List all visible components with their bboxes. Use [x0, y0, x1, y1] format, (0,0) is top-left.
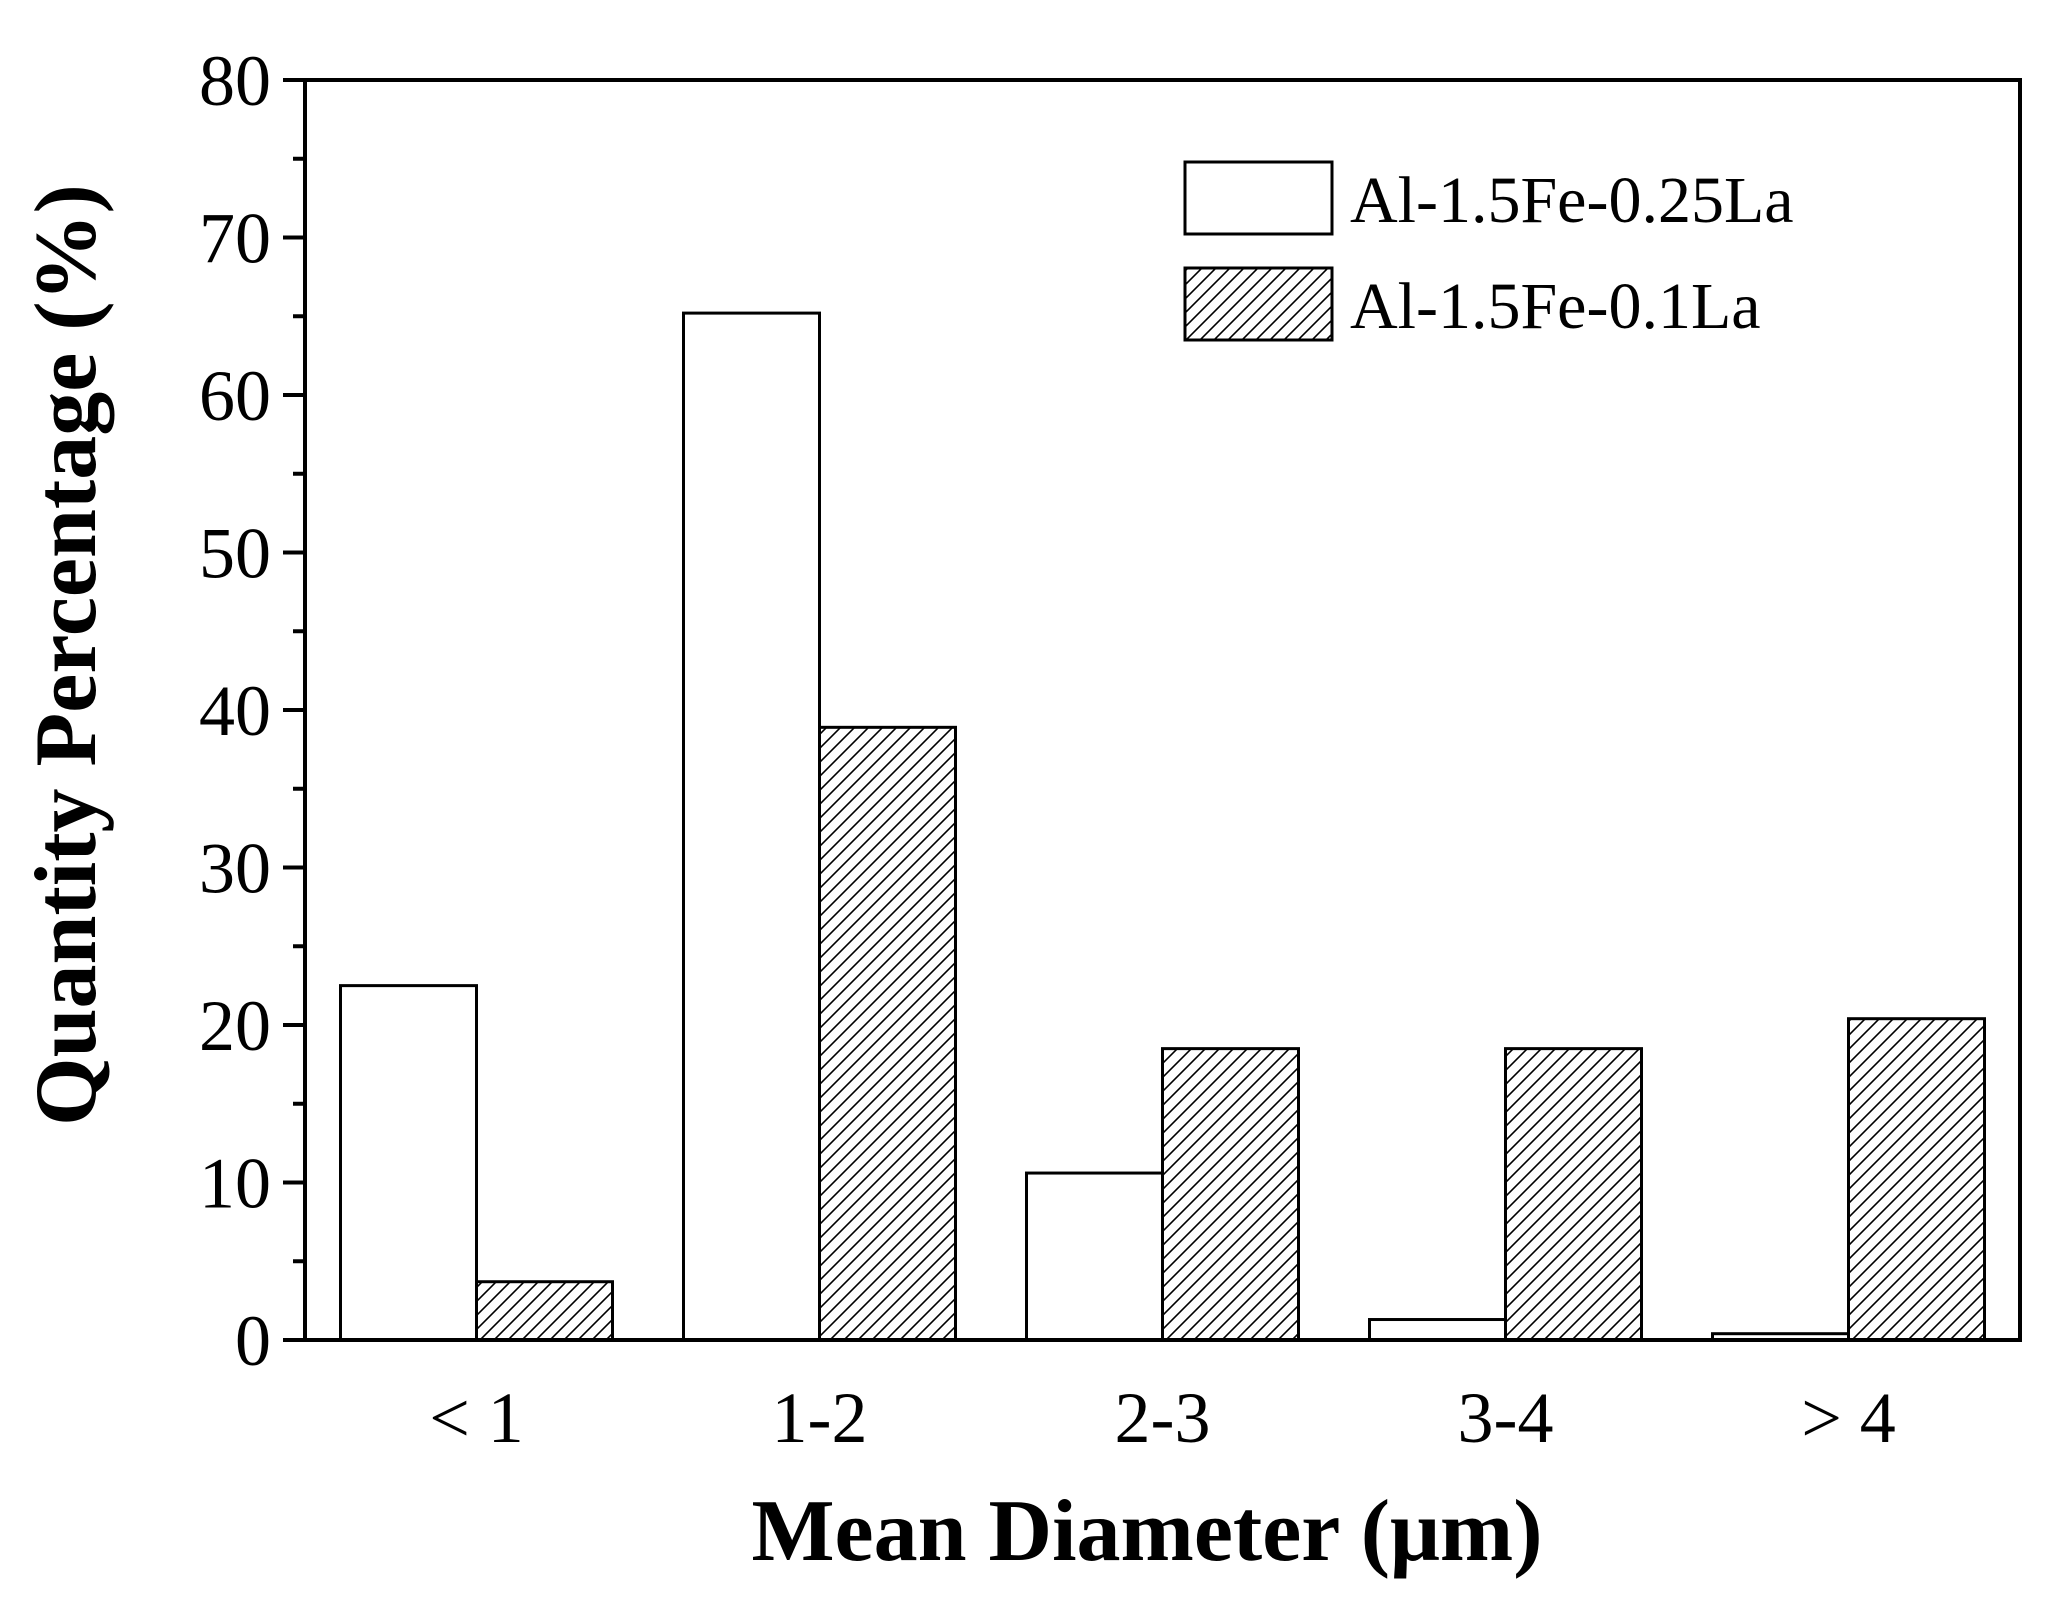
- legend: Al-1.5Fe-0.25La Al-1.5Fe-0.1La: [1183, 160, 1794, 343]
- bar-series1: [682, 311, 821, 1342]
- bar-series1: [1025, 1171, 1164, 1342]
- bar-series2: [1847, 1017, 1986, 1342]
- bars-group: [339, 311, 1986, 1342]
- y-tick-label: 0: [235, 1301, 271, 1381]
- bar-series1: [1368, 1318, 1507, 1342]
- y-tick-label: 60: [199, 356, 271, 436]
- legend-swatch: [1183, 160, 1334, 236]
- legend-label: Al-1.5Fe-0.1La: [1350, 270, 1761, 343]
- x-tick-label: 2-3: [1115, 1378, 1211, 1458]
- x-tick-label: > 4: [1801, 1378, 1896, 1458]
- y-tick-label: 20: [199, 986, 271, 1066]
- x-tick-label: 3-4: [1458, 1378, 1554, 1458]
- x-axis-label: Mean Diameter (μm): [751, 1483, 1542, 1580]
- y-axis-ticks: 0 10 20 30 40 50 60 70 80: [199, 41, 305, 1381]
- x-tick-label: < 1: [429, 1378, 524, 1458]
- bar-series1: [339, 984, 478, 1342]
- y-tick-label: 40: [199, 671, 271, 751]
- y-tick-label: 50: [199, 514, 271, 594]
- y-tick-label: 70: [199, 199, 271, 279]
- x-tick-label: 1-2: [772, 1378, 868, 1458]
- y-tick-label: 10: [199, 1144, 271, 1224]
- bar-series2: [818, 725, 957, 1342]
- y-tick-label: 80: [199, 41, 271, 121]
- bar-series2: [475, 1280, 614, 1342]
- y-tick-label: 30: [199, 829, 271, 909]
- x-axis-ticks: < 1 1-2 2-3 3-4 > 4: [429, 1378, 1896, 1458]
- legend-swatch: [1183, 266, 1334, 342]
- y-axis-label: Quantity Percentage (%): [18, 184, 115, 1126]
- legend-label: Al-1.5Fe-0.25La: [1350, 164, 1794, 237]
- bar-series2: [1504, 1047, 1643, 1342]
- bar-series2: [1161, 1047, 1300, 1342]
